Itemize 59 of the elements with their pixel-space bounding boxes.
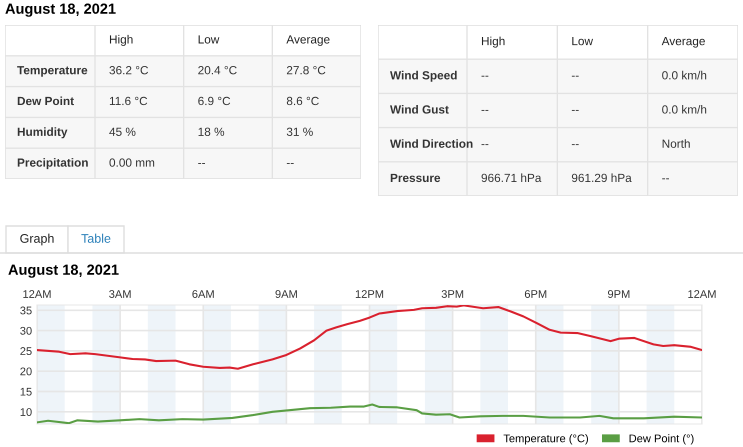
- category-label: High: [482, 36, 505, 48]
- x-tick-label: 12AM: [688, 290, 716, 298]
- x-tick-label: 9AM: [275, 290, 297, 298]
- category-label: Low: [198, 35, 220, 44]
- category-label: Dew Point: [18, 96, 74, 106]
- x-tick-label: 3AM: [109, 290, 131, 298]
- y-tick-label: 10: [20, 408, 32, 416]
- text: --: [572, 110, 579, 111]
- category-label: Wind Speed: [390, 70, 457, 82]
- text: --: [198, 163, 206, 164]
- text: 0.0 km/h: [662, 105, 706, 114]
- x-tick-label: 6PM: [524, 290, 546, 298]
- text: 27.8 °C: [286, 66, 326, 74]
- chart-title: August 18, 2021: [8, 264, 119, 278]
- category-label: Temperature: [17, 66, 88, 77]
- category-label: Humidity: [18, 127, 68, 138]
- category-label: Average: [286, 35, 330, 46]
- legend-label: Temperature (°C): [504, 434, 588, 445]
- category-label: Average: [662, 37, 705, 48]
- y-tick-label: 20: [20, 367, 32, 376]
- text: 6.9 °C: [198, 96, 230, 106]
- category-label: High: [110, 34, 133, 46]
- text: 18 %: [198, 128, 224, 136]
- text: 0.00 mm: [109, 158, 154, 167]
- text: --: [482, 76, 488, 77]
- text: --: [662, 178, 670, 180]
- text: --: [572, 144, 579, 146]
- text: 20.4 °C: [198, 66, 237, 74]
- text: August 18, 2021: [5, 4, 116, 17]
- text: 961.29 hPa: [572, 173, 632, 182]
- text: --: [286, 163, 294, 164]
- text: --: [482, 144, 488, 146]
- text: 36.2 °C: [109, 66, 148, 74]
- x-tick-label: 12AM: [23, 290, 51, 298]
- x-tick-label: 6AM: [192, 290, 214, 298]
- x-tick-label: 12PM: [356, 290, 384, 298]
- text: Table: [81, 234, 110, 243]
- category-label: Wind Direction: [390, 139, 472, 148]
- category-label: Precipitation: [18, 158, 88, 170]
- text: 966.71 hPa: [482, 173, 542, 182]
- y-tick-label: 30: [20, 326, 32, 335]
- y-tick-label: 35: [20, 306, 32, 314]
- text: 8.6 °C: [286, 96, 319, 106]
- text: North: [662, 139, 690, 148]
- category-label: Low: [572, 37, 594, 46]
- text: Graph: [20, 234, 54, 246]
- text: 11.6 °C: [110, 96, 148, 106]
- text: 31 %: [286, 128, 313, 136]
- y-tick-label: 25: [20, 347, 32, 356]
- text: --: [482, 110, 488, 111]
- text: 0.0 km/h: [662, 70, 706, 80]
- category-label: Wind Gust: [390, 105, 449, 114]
- x-tick-label: 9PM: [608, 290, 630, 298]
- category-label: Pressure: [390, 174, 440, 182]
- text: --: [572, 76, 579, 77]
- legend-label: Dew Point (°): [630, 434, 694, 445]
- x-tick-label: 3PM: [442, 290, 464, 298]
- text: 45 %: [109, 128, 136, 136]
- y-tick-label: 15: [20, 388, 32, 396]
